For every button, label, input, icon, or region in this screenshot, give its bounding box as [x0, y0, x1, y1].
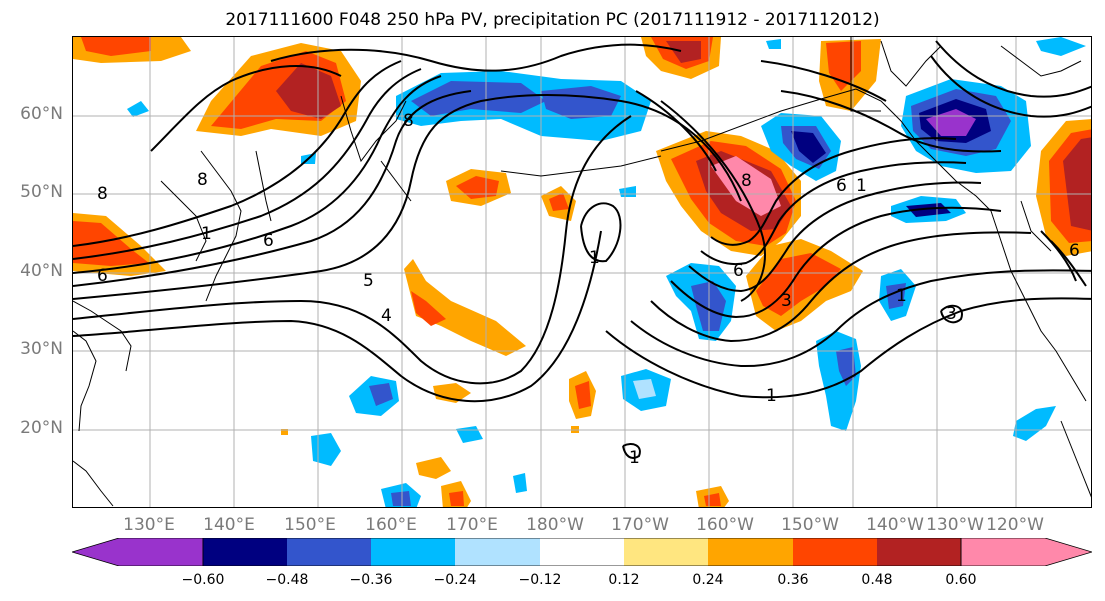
- colorbar-tick-label: −0.36: [349, 572, 393, 588]
- contour-label: 6: [1069, 241, 1080, 261]
- contour-label: 1: [629, 448, 640, 468]
- colorbar-tick-label: 0.36: [777, 572, 809, 588]
- colorbar-tick-label: −0.24: [433, 572, 477, 588]
- contour-label: 8: [403, 111, 414, 131]
- contour-label: 1: [589, 248, 600, 268]
- contour-label: 8: [97, 184, 108, 204]
- contour-label: 6: [97, 266, 108, 286]
- precip-negative-region: [619, 186, 636, 197]
- map-frame: 8 8 8 6 6 1 5 4 1 6 3 1 1 1 3 8 6 6 1: [72, 36, 1092, 508]
- colorbar-tick-label: 0.24: [692, 572, 724, 588]
- colorbar-segment: [708, 538, 793, 566]
- precip-negative-region: [456, 426, 483, 443]
- precip-negative-region: [1036, 37, 1086, 56]
- longitude-label: 130°W: [926, 515, 984, 535]
- colorbar-segment: [371, 538, 455, 566]
- colorbar-segment: [203, 538, 287, 566]
- colorbar-segment: [455, 538, 540, 566]
- precip-negative-region: [906, 203, 951, 217]
- contour-label: 6: [263, 231, 274, 251]
- contour-label: 8: [741, 171, 752, 191]
- contour-label: 1: [766, 386, 777, 406]
- precip-positive-region: [549, 193, 569, 211]
- colorbar-segment: [624, 538, 708, 566]
- longitude-label: 180°W: [526, 515, 584, 535]
- longitude-label: 170°E: [446, 515, 498, 535]
- pv-contours: [73, 40, 1091, 459]
- map-title: 2017111600 F048 250 hPa PV, precipitatio…: [225, 10, 880, 30]
- colorbar-outline: [202, 538, 962, 566]
- latitude-label: 20°N: [20, 418, 63, 438]
- colorbar-segment: [72, 538, 204, 566]
- contour-label: 3: [946, 304, 957, 324]
- pv-contour-labels: 8 8 8 6 6 1 5 4 1 6 3 1 1 1 3 8 6 6 1: [97, 111, 1080, 468]
- precip-positive-region: [433, 383, 471, 403]
- longitude-label: 170°W: [611, 515, 669, 535]
- colorbar-tick-label: 0.60: [945, 572, 977, 588]
- precip-positive-region: [575, 381, 591, 409]
- contour-label: 6: [836, 176, 847, 196]
- contour-label: 3: [781, 291, 792, 311]
- colorbar: [72, 538, 1092, 566]
- precip-negative-region: [369, 383, 393, 406]
- longitude-label: 140°E: [203, 515, 255, 535]
- precip-negative-region: [311, 433, 341, 466]
- longitude-label: 120°W: [986, 515, 1044, 535]
- precip-positive-region: [666, 41, 701, 63]
- precip-negative-region: [633, 379, 656, 399]
- map-canvas: 8 8 8 6 6 1 5 4 1 6 3 1 1 1 3 8 6 6 1: [73, 37, 1091, 507]
- contour-label: 8: [197, 170, 208, 190]
- precip-negative-region: [1013, 406, 1056, 441]
- longitude-label: 140°W: [866, 515, 924, 535]
- colorbar-tick-label: 0.12: [608, 572, 640, 588]
- colorbar-tick-label: −0.60: [181, 572, 225, 588]
- contour-label: 1: [856, 176, 867, 196]
- colorbar-segment: [793, 538, 877, 566]
- map-grid: [73, 37, 1091, 507]
- colorbar-segment: [540, 538, 624, 566]
- latitude-label: 50°N: [20, 182, 63, 202]
- contour-label: 6: [733, 261, 744, 281]
- precip-negative-region: [391, 491, 411, 506]
- precip-positive-region: [1063, 137, 1091, 231]
- colorbar-tick-label: −0.48: [265, 572, 309, 588]
- precip-positive-region: [449, 491, 464, 506]
- colorbar-segment: [877, 538, 961, 566]
- latitude-label: 30°N: [20, 339, 63, 359]
- colorbar-segment: [287, 538, 371, 566]
- precip-positive-region: [81, 37, 151, 56]
- contour-label: 1: [201, 224, 212, 244]
- precip-positive-region: [416, 457, 451, 479]
- precip-positive-region: [411, 291, 446, 326]
- precip-negative-region: [816, 331, 861, 431]
- precip-positive-region: [73, 221, 149, 266]
- latitude-label: 40°N: [20, 261, 63, 281]
- precip-negative-region: [127, 101, 149, 117]
- precip-positive-region: [404, 259, 526, 356]
- colorbar-tick-label: −0.12: [518, 572, 562, 588]
- longitude-label: 150°E: [284, 515, 336, 535]
- colorbar-segment: [960, 538, 1092, 566]
- precip-negative-region: [513, 473, 527, 493]
- precip-negative-region: [791, 131, 826, 163]
- colorbar-tick-label: 0.48: [861, 572, 893, 588]
- longitude-label: 130°E: [123, 515, 175, 535]
- latitude-label: 60°N: [20, 104, 63, 124]
- contour-label: 1: [896, 286, 907, 306]
- longitude-label: 160°W: [696, 515, 754, 535]
- longitude-label: 150°W: [781, 515, 839, 535]
- contour-label: 5: [363, 271, 374, 291]
- precip-negative-region: [766, 39, 781, 49]
- precip-positive-region: [276, 63, 341, 119]
- precip-positive-region: [704, 493, 721, 506]
- precip-negative-region: [411, 81, 546, 116]
- precip-positive-region: [456, 176, 499, 199]
- contour-label: 4: [381, 306, 392, 326]
- longitude-label: 160°E: [365, 515, 417, 535]
